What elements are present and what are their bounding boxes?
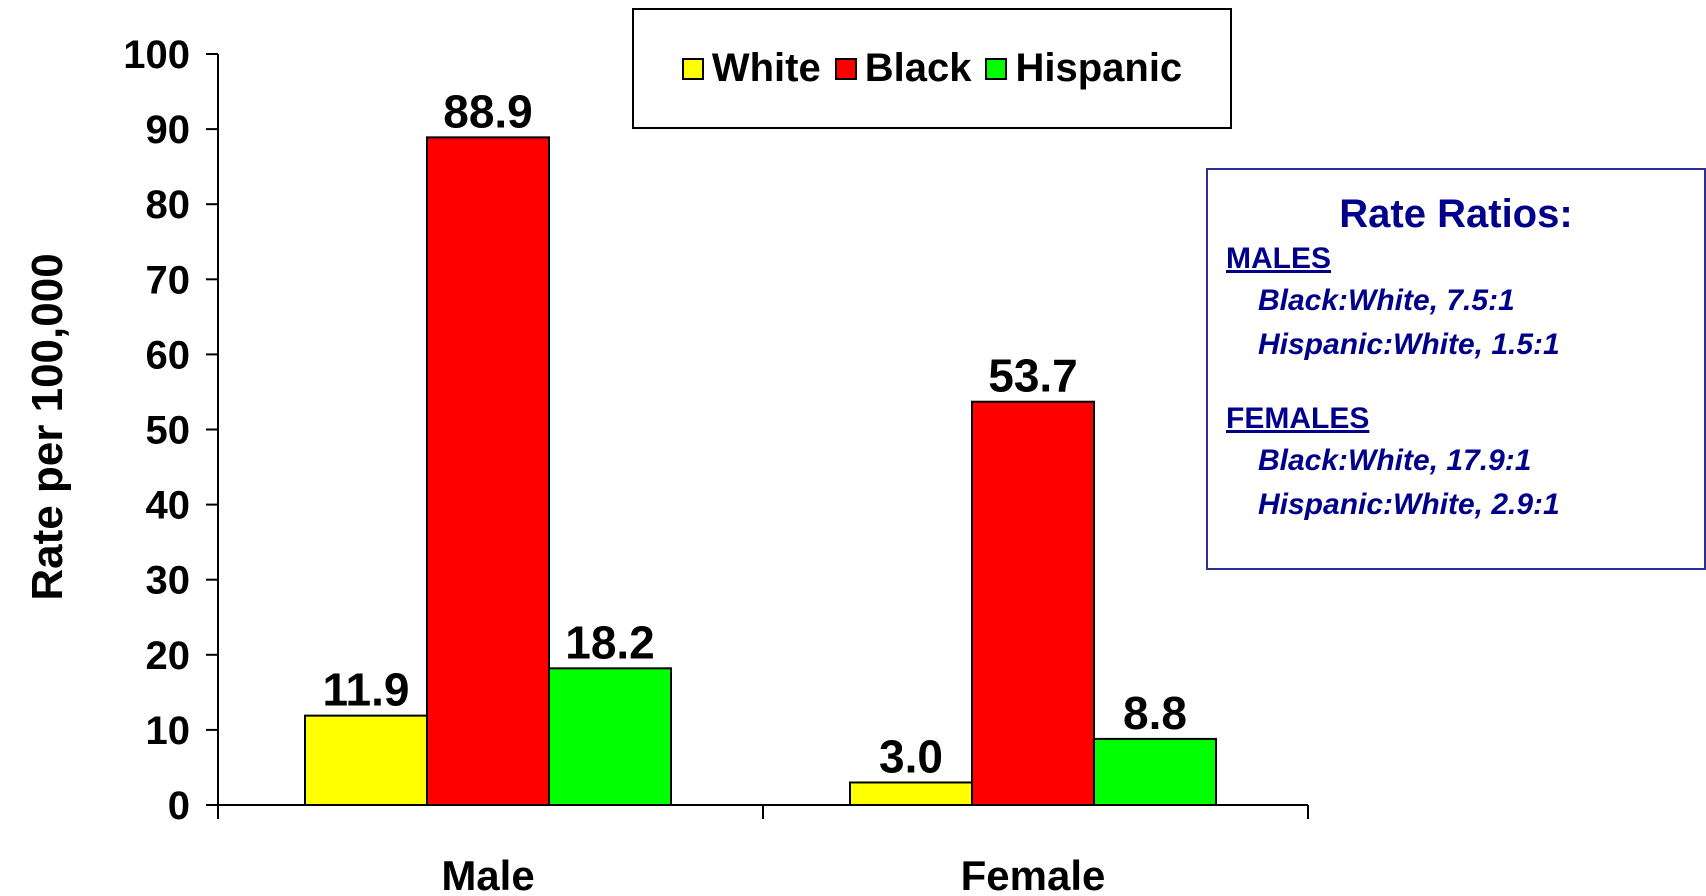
y-tick-label: 90 [146, 108, 191, 152]
ratio-spacer [1226, 367, 1704, 397]
data-label-white-male: 11.9 [323, 664, 410, 716]
x-axis-ticks [217, 805, 1309, 819]
legend-label-white: White [711, 46, 821, 90]
males-heading: MALES [1226, 242, 1331, 275]
bar-data-labels: 11.9 88.9 18.2 3.0 53.7 8.8 [323, 85, 1187, 782]
bar-hispanic-female [1093, 737, 1217, 806]
legend-item-white: White [681, 46, 821, 91]
y-tick-label: 80 [146, 183, 191, 227]
males-hispanic-white-ratio: Hispanic:White, 1.5:1 [1258, 328, 1560, 361]
chart-legend: White Black Hispanic [632, 8, 1232, 129]
legend-item-hispanic: Hispanic [985, 46, 1182, 91]
data-label-black-male: 88.9 [443, 85, 533, 137]
y-tick-label: 100 [123, 33, 190, 77]
y-tick-label: 70 [146, 258, 191, 302]
rate-ratios-box: Rate Ratios: MALES Black:White, 7.5:1 Hi… [1206, 168, 1706, 570]
females-black-white-ratio: Black:White, 17.9:1 [1258, 444, 1532, 477]
bar-black-male [426, 136, 550, 806]
x-axis-category-labels: Male Female [441, 852, 1105, 896]
data-label-white-female: 3.0 [879, 730, 943, 782]
y-tick-label: 60 [146, 333, 191, 377]
y-tick-label: 30 [146, 559, 191, 603]
legend-item-black: Black [834, 46, 972, 91]
bars [304, 136, 1217, 806]
bar-white-male [304, 714, 428, 806]
x-category-label-male: Male [441, 852, 534, 896]
bar-black-female [971, 400, 1095, 806]
legend-swatch-hispanic [985, 57, 1008, 80]
legend-swatch-black [834, 57, 857, 80]
data-label-hispanic-female: 8.8 [1123, 687, 1187, 739]
males-black-white-ratio: Black:White, 7.5:1 [1258, 284, 1515, 317]
data-label-black-female: 53.7 [988, 350, 1078, 402]
y-tick-label: 20 [146, 634, 191, 678]
y-axis-label: Rate per 100,000 [23, 253, 72, 600]
y-tick-label: 10 [146, 709, 191, 753]
females-hispanic-white-ratio: Hispanic:White, 2.9:1 [1258, 488, 1560, 521]
y-tick-label: 40 [146, 484, 191, 528]
bar-hispanic-male [548, 667, 672, 806]
bar-white-female [849, 781, 973, 806]
x-category-label-female: Female [961, 852, 1106, 896]
y-axis-ticks: 0 10 20 30 40 50 60 70 80 90 100 [123, 33, 218, 828]
legend-label-black: Black [864, 46, 972, 90]
data-label-hispanic-male: 18.2 [565, 616, 655, 668]
legend-label-hispanic: Hispanic [1015, 46, 1183, 90]
y-tick-label: 0 [168, 784, 190, 828]
rate-ratios-title: Rate Ratios: [1339, 192, 1573, 236]
females-heading: FEMALES [1226, 402, 1370, 435]
legend-swatch-white [681, 57, 704, 80]
y-tick-label: 50 [146, 409, 191, 453]
